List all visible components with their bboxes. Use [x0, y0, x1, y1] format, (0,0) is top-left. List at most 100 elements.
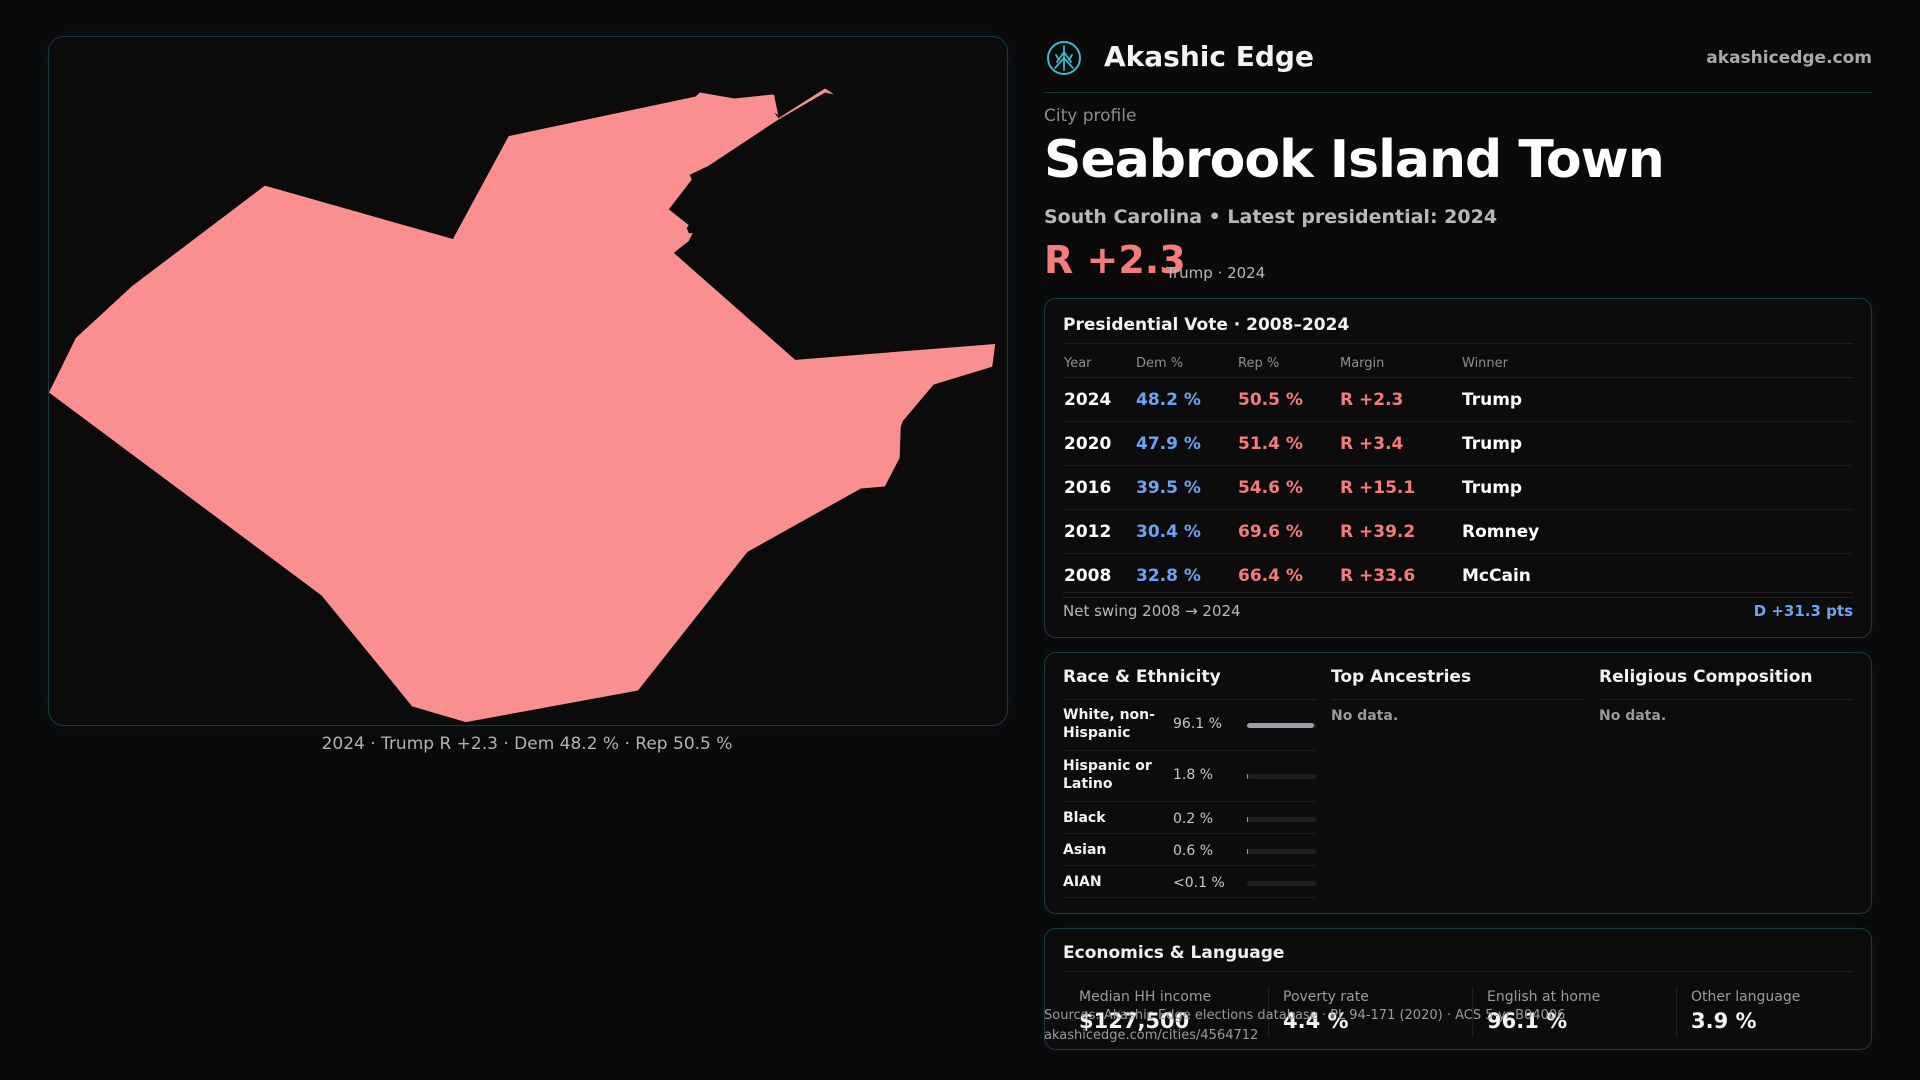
race-bar	[1247, 774, 1317, 779]
econ-title: Economics & Language	[1063, 943, 1285, 963]
city-boundary-map	[49, 88, 996, 723]
race-value: 1.8 %	[1173, 767, 1214, 783]
divider	[1063, 971, 1853, 972]
race-bar	[1247, 723, 1317, 728]
race-ethnicity-section: Race & Ethnicity White, non-Hispanic 96.…	[1063, 667, 1317, 898]
divider	[1063, 343, 1853, 344]
cell-winner: Trump	[1461, 377, 1853, 422]
site-link[interactable]: akashicedge.com	[1706, 48, 1872, 68]
economics-card: Economics & Language Median HH income $1…	[1044, 928, 1872, 1050]
ancestries-title: Top Ancestries	[1331, 667, 1585, 700]
column-header-margin: Margin	[1339, 349, 1461, 378]
ancestries-empty: No data.	[1331, 708, 1399, 724]
cell-rep: 50.5 %	[1237, 377, 1339, 422]
race-label: Hispanic or Latino	[1063, 758, 1152, 792]
cell-rep: 69.6 %	[1237, 509, 1339, 554]
religion-section: Religious Composition No data.	[1599, 667, 1853, 724]
cell-year: 2024	[1063, 377, 1135, 422]
cell-winner: Romney	[1461, 509, 1853, 554]
race-bar	[1247, 849, 1317, 854]
divider	[1268, 987, 1269, 1037]
cell-winner: Trump	[1461, 421, 1853, 466]
cell-rep: 54.6 %	[1237, 465, 1339, 510]
cell-year: 2020	[1063, 421, 1135, 466]
cell-margin: R +39.2	[1339, 509, 1461, 554]
cell-rep: 66.4 %	[1237, 553, 1339, 598]
presidential-vote-card: Presidential Vote · 2008–2024 Year Dem %…	[1044, 298, 1872, 638]
religion-title: Religious Composition	[1599, 667, 1853, 700]
cell-dem: 48.2 %	[1135, 377, 1237, 422]
column-header-year: Year	[1063, 349, 1135, 378]
race-row: Black 0.2 %	[1063, 802, 1317, 834]
cell-year: 2008	[1063, 553, 1135, 598]
cell-dem: 47.9 %	[1135, 421, 1237, 466]
stat-value: 3.9 %	[1691, 1009, 1757, 1033]
table-row: 2024 48.2 % 50.5 % R +2.3 Trump	[1063, 377, 1853, 422]
race-bar-fill	[1247, 817, 1249, 822]
app-header: Akashic Edge akashicedge.com	[1044, 36, 1872, 93]
city-map-panel[interactable]	[48, 36, 1008, 726]
stat-poverty-rate: Poverty rate 4.4 %	[1283, 989, 1473, 1039]
stat-value: $127,500	[1079, 1009, 1190, 1033]
race-section-title: Race & Ethnicity	[1063, 667, 1317, 700]
net-swing-value: D +31.3 pts	[1753, 602, 1853, 620]
cell-margin: R +2.3	[1339, 377, 1461, 422]
race-row: White, non-Hispanic 96.1 %	[1063, 700, 1317, 751]
race-label: Asian	[1063, 842, 1107, 858]
page-footer: Sources: Akashic Edge elections database…	[1044, 1006, 1565, 1046]
column-header-dem: Dem %	[1135, 349, 1237, 378]
page-kicker: City profile	[1044, 106, 1137, 126]
headline-margin: R +2.3	[1044, 238, 1186, 282]
race-value: 0.2 %	[1173, 811, 1214, 827]
page-title: Seabrook Island Town	[1044, 130, 1665, 190]
race-bar	[1247, 817, 1317, 822]
stat-label: Poverty rate	[1283, 989, 1369, 1005]
race-row: Hispanic or Latino 1.8 %	[1063, 751, 1317, 802]
cell-margin: R +15.1	[1339, 465, 1461, 510]
table-row: 2016 39.5 % 54.6 % R +15.1 Trump	[1063, 465, 1853, 510]
stat-other-language: Other language 3.9 %	[1691, 989, 1881, 1039]
cell-year: 2016	[1063, 465, 1135, 510]
stat-median-income: Median HH income $127,500	[1079, 989, 1269, 1039]
city-url-link[interactable]: akashicedge.com/cities/4564712	[1044, 1028, 1259, 1043]
race-value: 96.1 %	[1173, 716, 1222, 732]
cell-margin: R +3.4	[1339, 421, 1461, 466]
stat-english-at-home: English at home 96.1 %	[1487, 989, 1677, 1039]
sources-note: Sources: Akashic Edge elections database…	[1044, 1008, 1566, 1023]
table-row: 2012 30.4 % 69.6 % R +39.2 Romney	[1063, 509, 1853, 554]
city-boundary-shape[interactable]	[49, 88, 996, 723]
cell-dem: 39.5 %	[1135, 465, 1237, 510]
table-row: 2008 32.8 % 66.4 % R +33.6 McCain	[1063, 553, 1853, 598]
cell-year: 2012	[1063, 509, 1135, 554]
race-label: AIAN	[1063, 874, 1102, 890]
stat-label: Other language	[1691, 989, 1801, 1005]
map-caption: 2024 · Trump R +2.3 · Dem 48.2 % · Rep 5…	[321, 734, 733, 754]
table-header-row: Year Dem % Rep % Margin Winner	[1063, 349, 1853, 378]
cell-dem: 32.8 %	[1135, 553, 1237, 598]
race-bar-fill	[1247, 849, 1249, 854]
race-value: 0.6 %	[1173, 843, 1214, 859]
divider	[1472, 987, 1473, 1037]
table-row: 2020 47.9 % 51.4 % R +3.4 Trump	[1063, 421, 1853, 466]
net-swing-label: Net swing 2008 → 2024	[1063, 602, 1241, 620]
race-row: AIAN <0.1 %	[1063, 866, 1317, 898]
column-header-rep: Rep %	[1237, 349, 1339, 378]
race-label: Black	[1063, 810, 1106, 826]
brand-name[interactable]: Akashic Edge	[1104, 40, 1314, 73]
cell-dem: 30.4 %	[1135, 509, 1237, 554]
religion-empty: No data.	[1599, 708, 1667, 724]
vote-card-title: Presidential Vote · 2008–2024	[1063, 315, 1350, 335]
race-label: White, non-Hispanic	[1063, 707, 1155, 741]
race-bar-fill	[1247, 774, 1249, 779]
divider	[1063, 592, 1853, 593]
tree-icon[interactable]	[1046, 40, 1082, 76]
stat-value: 96.1 %	[1487, 1009, 1568, 1033]
cell-margin: R +33.6	[1339, 553, 1461, 598]
race-row: Asian 0.6 %	[1063, 834, 1317, 866]
stat-value: 4.4 %	[1283, 1009, 1349, 1033]
cell-winner: McCain	[1461, 553, 1853, 598]
race-bar-fill	[1247, 723, 1315, 728]
race-bar	[1247, 881, 1317, 886]
column-header-winner: Winner	[1461, 349, 1853, 378]
divider	[1676, 987, 1677, 1037]
